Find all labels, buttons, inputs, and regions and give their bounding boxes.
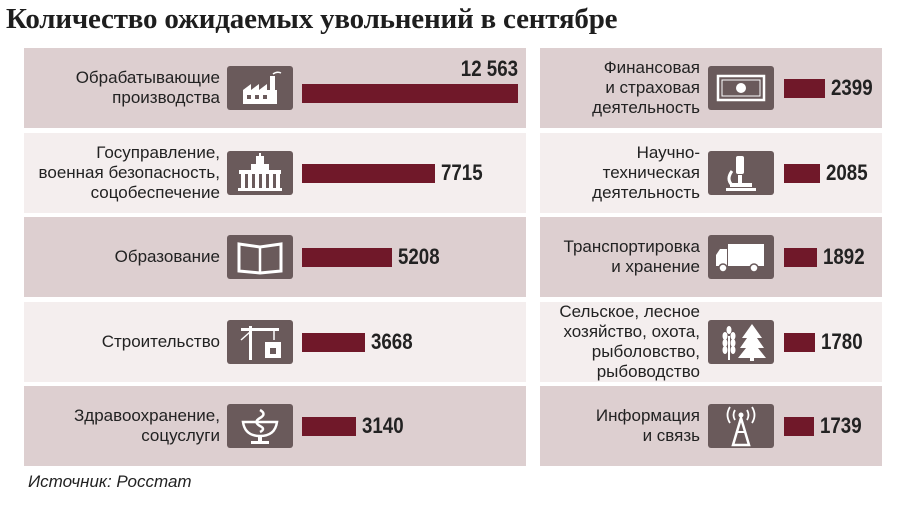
category-label: Обрабатывающие производства — [24, 48, 220, 128]
value-label: 3140 — [361, 413, 404, 438]
category-label: Образование — [24, 217, 220, 297]
category-label-text: Строительство — [101, 331, 220, 351]
chart-row: Здравоохранение, соцуслуги 3140 — [24, 386, 526, 466]
bar — [784, 417, 814, 436]
category-label-text: Транспортировка и хранение — [563, 237, 700, 276]
chart-row: Научно- техническая деятельность 2085 — [540, 132, 882, 213]
category-label: Сельское, лесное хозяйство, охота, рыбол… — [540, 302, 700, 382]
chart-row: Образование 5208 — [24, 217, 526, 297]
bar — [784, 163, 820, 183]
crane-icon — [227, 319, 293, 364]
chart-row: Обрабатывающие производства 12 563 — [24, 48, 526, 128]
bar — [784, 332, 815, 352]
bar — [302, 248, 392, 267]
chart-row: Строительство 3668 — [24, 301, 526, 382]
medical-bowl-snake-icon — [227, 404, 293, 448]
truck-icon — [708, 235, 774, 279]
category-label: Транспортировка и хранение — [540, 217, 700, 297]
category-label: Информация и связь — [540, 386, 700, 466]
value-label: 2085 — [825, 159, 868, 185]
category-label-text: Научно- техническая деятельность — [592, 142, 700, 202]
category-label: Финансовая и страховая деятельность — [540, 48, 700, 128]
left-panel: Обрабатывающие производства 12 563 Госупра… — [24, 48, 526, 470]
category-label-text: Здравоохранение, соцуслуги — [74, 406, 220, 445]
wheat-and-tree-icon — [708, 319, 774, 364]
government-building-icon — [227, 150, 293, 195]
right-panel: Финансовая и страховая деятельность 2399 Н… — [540, 48, 882, 470]
banknote-icon — [708, 66, 774, 110]
bar — [302, 163, 435, 183]
category-label: Строительство — [24, 302, 220, 382]
value-label: 1739 — [819, 413, 862, 438]
bar — [784, 248, 817, 267]
source-note: Источник: Росстат — [28, 472, 192, 491]
value-label: 7715 — [440, 159, 483, 185]
value-label: 12 563 — [460, 56, 518, 81]
chart-title: Количество ожидаемых увольнений в сентяб… — [6, 3, 618, 35]
bar — [302, 332, 366, 352]
category-label: Госуправление, военная безопасность, соц… — [24, 133, 220, 213]
value-label: 5208 — [397, 244, 440, 269]
factory-icon — [227, 66, 293, 110]
microscope-icon — [708, 150, 774, 195]
category-label: Научно- техническая деятельность — [540, 133, 700, 213]
category-label: Здравоохранение, соцуслуги — [24, 386, 220, 466]
chart-row: Финансовая и страховая деятельность 2399 — [540, 48, 882, 128]
category-label-text: Информация и связь — [595, 406, 700, 445]
chart-row: Сельское, лесное хозяйство, охота, рыбол… — [540, 301, 882, 382]
category-label-text: Сельское, лесное хозяйство, охота, рыбол… — [559, 301, 700, 381]
value-label: 1892 — [822, 244, 865, 269]
antenna-tower-icon — [708, 404, 774, 448]
value-label: 2399 — [831, 75, 873, 100]
chart-row: Информация и связь 1739 — [540, 386, 882, 466]
value-label: 3668 — [371, 328, 413, 354]
open-book-icon — [227, 235, 293, 279]
category-label-text: Обрабатывающие производства — [75, 68, 220, 107]
chart-row: Госуправление, военная безопасность, соц… — [24, 132, 526, 213]
chart-row: Транспортировка и хранение 1892 — [540, 217, 882, 297]
bar — [302, 417, 356, 436]
category-label-text: Финансовая и страховая деятельность — [592, 58, 700, 117]
category-label-text: Госуправление, военная безопасность, соц… — [38, 142, 220, 202]
category-label-text: Образование — [114, 247, 220, 266]
bar — [302, 84, 518, 103]
value-label: 1780 — [820, 328, 863, 354]
bar — [784, 79, 826, 98]
